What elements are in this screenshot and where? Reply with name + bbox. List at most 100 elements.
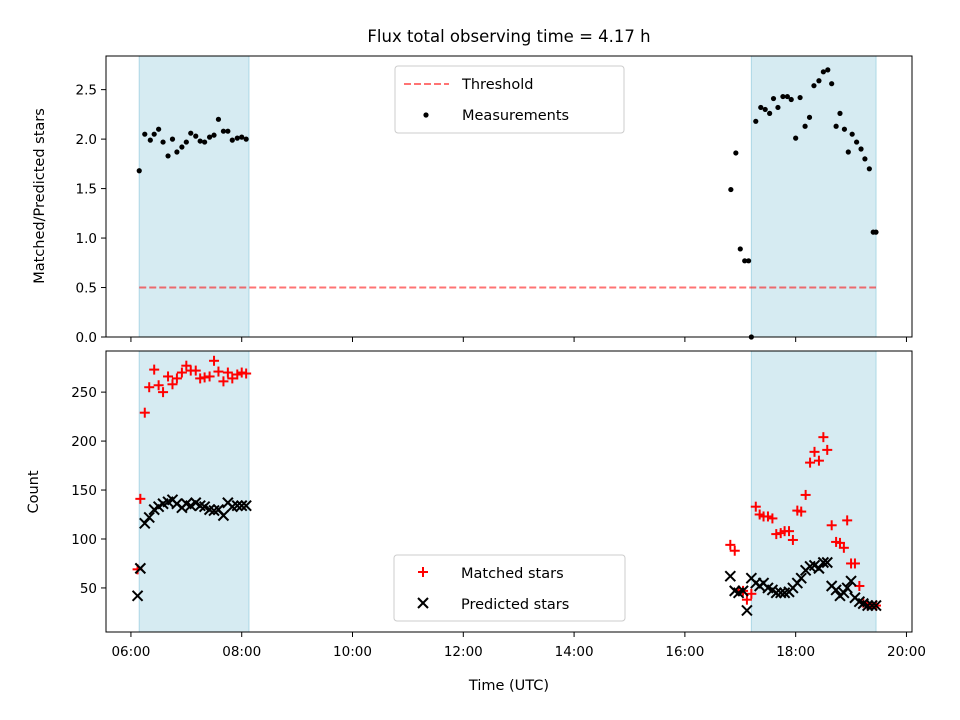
measurement-point: [239, 134, 245, 140]
predicted-stars-point: [143, 511, 155, 524]
matched-stars-point: [209, 355, 220, 366]
bottom-y-tick-label: 200: [71, 434, 97, 450]
measurement-point: [770, 95, 777, 102]
top-shaded-interval: [138, 55, 250, 338]
matched-stars-point: [149, 364, 160, 375]
matched-stars-point: [818, 432, 829, 443]
matched-stars-point: [204, 371, 215, 382]
measurement-point: [780, 93, 786, 100]
matched-stars-point: [135, 493, 146, 504]
measurement-point: [202, 139, 208, 145]
x-tick-label: 12:00: [444, 644, 483, 660]
measurement-point: [758, 104, 764, 111]
measurement-point: [243, 136, 249, 142]
x-axis: 06:00 08:00 10:00 12:00 14:00 16:00 18:00 20:00: [111, 632, 926, 660]
matched-stars-point: [741, 594, 752, 605]
matched-stars-point: [181, 360, 192, 371]
top-y-tick-label: 1.5: [76, 182, 97, 198]
matched-stars-point: [725, 539, 736, 550]
measurement-point: [215, 116, 222, 122]
top-y-tick-label: 0.5: [76, 281, 97, 297]
measurement-point: [156, 126, 162, 132]
bottom-y-tick-label: 100: [71, 532, 97, 548]
measurement-point: [737, 246, 743, 252]
top-axes-frame: [105, 55, 913, 338]
predicted-stars-point: [795, 572, 807, 584]
measurements-legend-label: Measurements: [462, 108, 569, 124]
top-y-axis: 0.0 0.5 1.0 1.5 2.0 2.5: [76, 83, 106, 346]
measurement-point: [802, 123, 808, 129]
measurement-point: [193, 133, 199, 139]
matched-stars-point: [163, 371, 174, 382]
measurement-point: [136, 168, 142, 174]
measurements-legend-handle: [423, 112, 429, 118]
x-tick-label: 20:00: [887, 644, 926, 660]
measurement-point: [169, 136, 176, 142]
measurement-point: [220, 128, 227, 134]
measurement-point: [733, 150, 739, 156]
predicted-stars-point: [838, 587, 850, 599]
measurement-point: [816, 78, 822, 84]
x-tick-label: 10:00: [333, 644, 372, 660]
measurement-point: [820, 69, 826, 75]
matched-stars-point: [139, 407, 150, 418]
measurement-point: [753, 118, 759, 124]
measurement-point: [806, 114, 813, 120]
measurement-point: [841, 126, 848, 132]
predicted-stars-point: [240, 499, 252, 512]
measurement-point: [845, 149, 851, 155]
matched-stars-point: [822, 444, 833, 455]
predicted-legend-handle: [417, 597, 429, 609]
predicted-stars-point: [131, 590, 144, 602]
matched-stars-point: [222, 367, 233, 378]
matched-stars-point: [144, 382, 155, 393]
matched-stars-point: [796, 506, 807, 517]
top-legend: Threshold Measurements: [394, 65, 625, 134]
predicted-stars-point: [737, 585, 749, 597]
predicted-stars-point: [817, 556, 830, 569]
measurement-point: [797, 94, 803, 101]
measurement-point: [784, 93, 790, 100]
x-axis-label: Time (UTC): [468, 678, 549, 694]
matched-stars-point: [176, 367, 187, 378]
predicted-legend-label: Predicted stars: [461, 597, 569, 613]
predicted-stars-point: [821, 556, 833, 569]
predicted-stars-point: [870, 599, 882, 612]
matched-stars-point: [842, 515, 853, 526]
bottom-y-tick-label: 150: [71, 483, 97, 499]
predicted-stars-points: [131, 494, 882, 617]
predicted-stars-point: [841, 582, 853, 594]
matched-stars-point: [750, 501, 761, 512]
bottom-y-tick-label: 250: [71, 385, 97, 401]
matched-stars-point: [158, 387, 169, 398]
matched-legend-label: Matched stars: [461, 566, 564, 582]
measurement-point: [206, 134, 213, 140]
measurement-point: [160, 139, 166, 145]
matched-stars-point: [213, 366, 224, 377]
bottom-y-axis-label: Count: [26, 470, 42, 513]
matched-stars-point: [241, 368, 252, 379]
predicted-stars-point: [724, 570, 737, 582]
matched-stars-point: [813, 455, 824, 466]
bottom-legend: Matched stars Predicted stars: [393, 554, 626, 622]
top-panel: 0.0 0.5 1.0 1.5 2.0 2.5 Matched/Predicted sta…: [32, 55, 913, 346]
matched-stars-point: [171, 373, 182, 384]
measurement-point: [854, 139, 860, 145]
top-y-tick-label: 1.0: [76, 231, 97, 247]
measurement-point: [183, 139, 189, 145]
top-y-tick-label: 0.0: [76, 330, 97, 346]
measurement-point: [858, 146, 864, 152]
top-x-ticks: [130, 337, 907, 342]
measurement-point: [225, 128, 231, 134]
measurement-point: [833, 123, 839, 129]
matched-stars-point: [746, 588, 757, 599]
predicted-stars-point: [231, 499, 243, 512]
measurement-point: [762, 106, 768, 113]
x-tick-label: 14:00: [555, 644, 594, 660]
threshold-legend-label: Threshold: [461, 77, 533, 93]
measurement-point: [174, 149, 180, 155]
matched-stars-point: [784, 526, 795, 537]
matched-stars-point: [826, 520, 837, 531]
top-y-tick-label: 2.0: [76, 132, 97, 148]
